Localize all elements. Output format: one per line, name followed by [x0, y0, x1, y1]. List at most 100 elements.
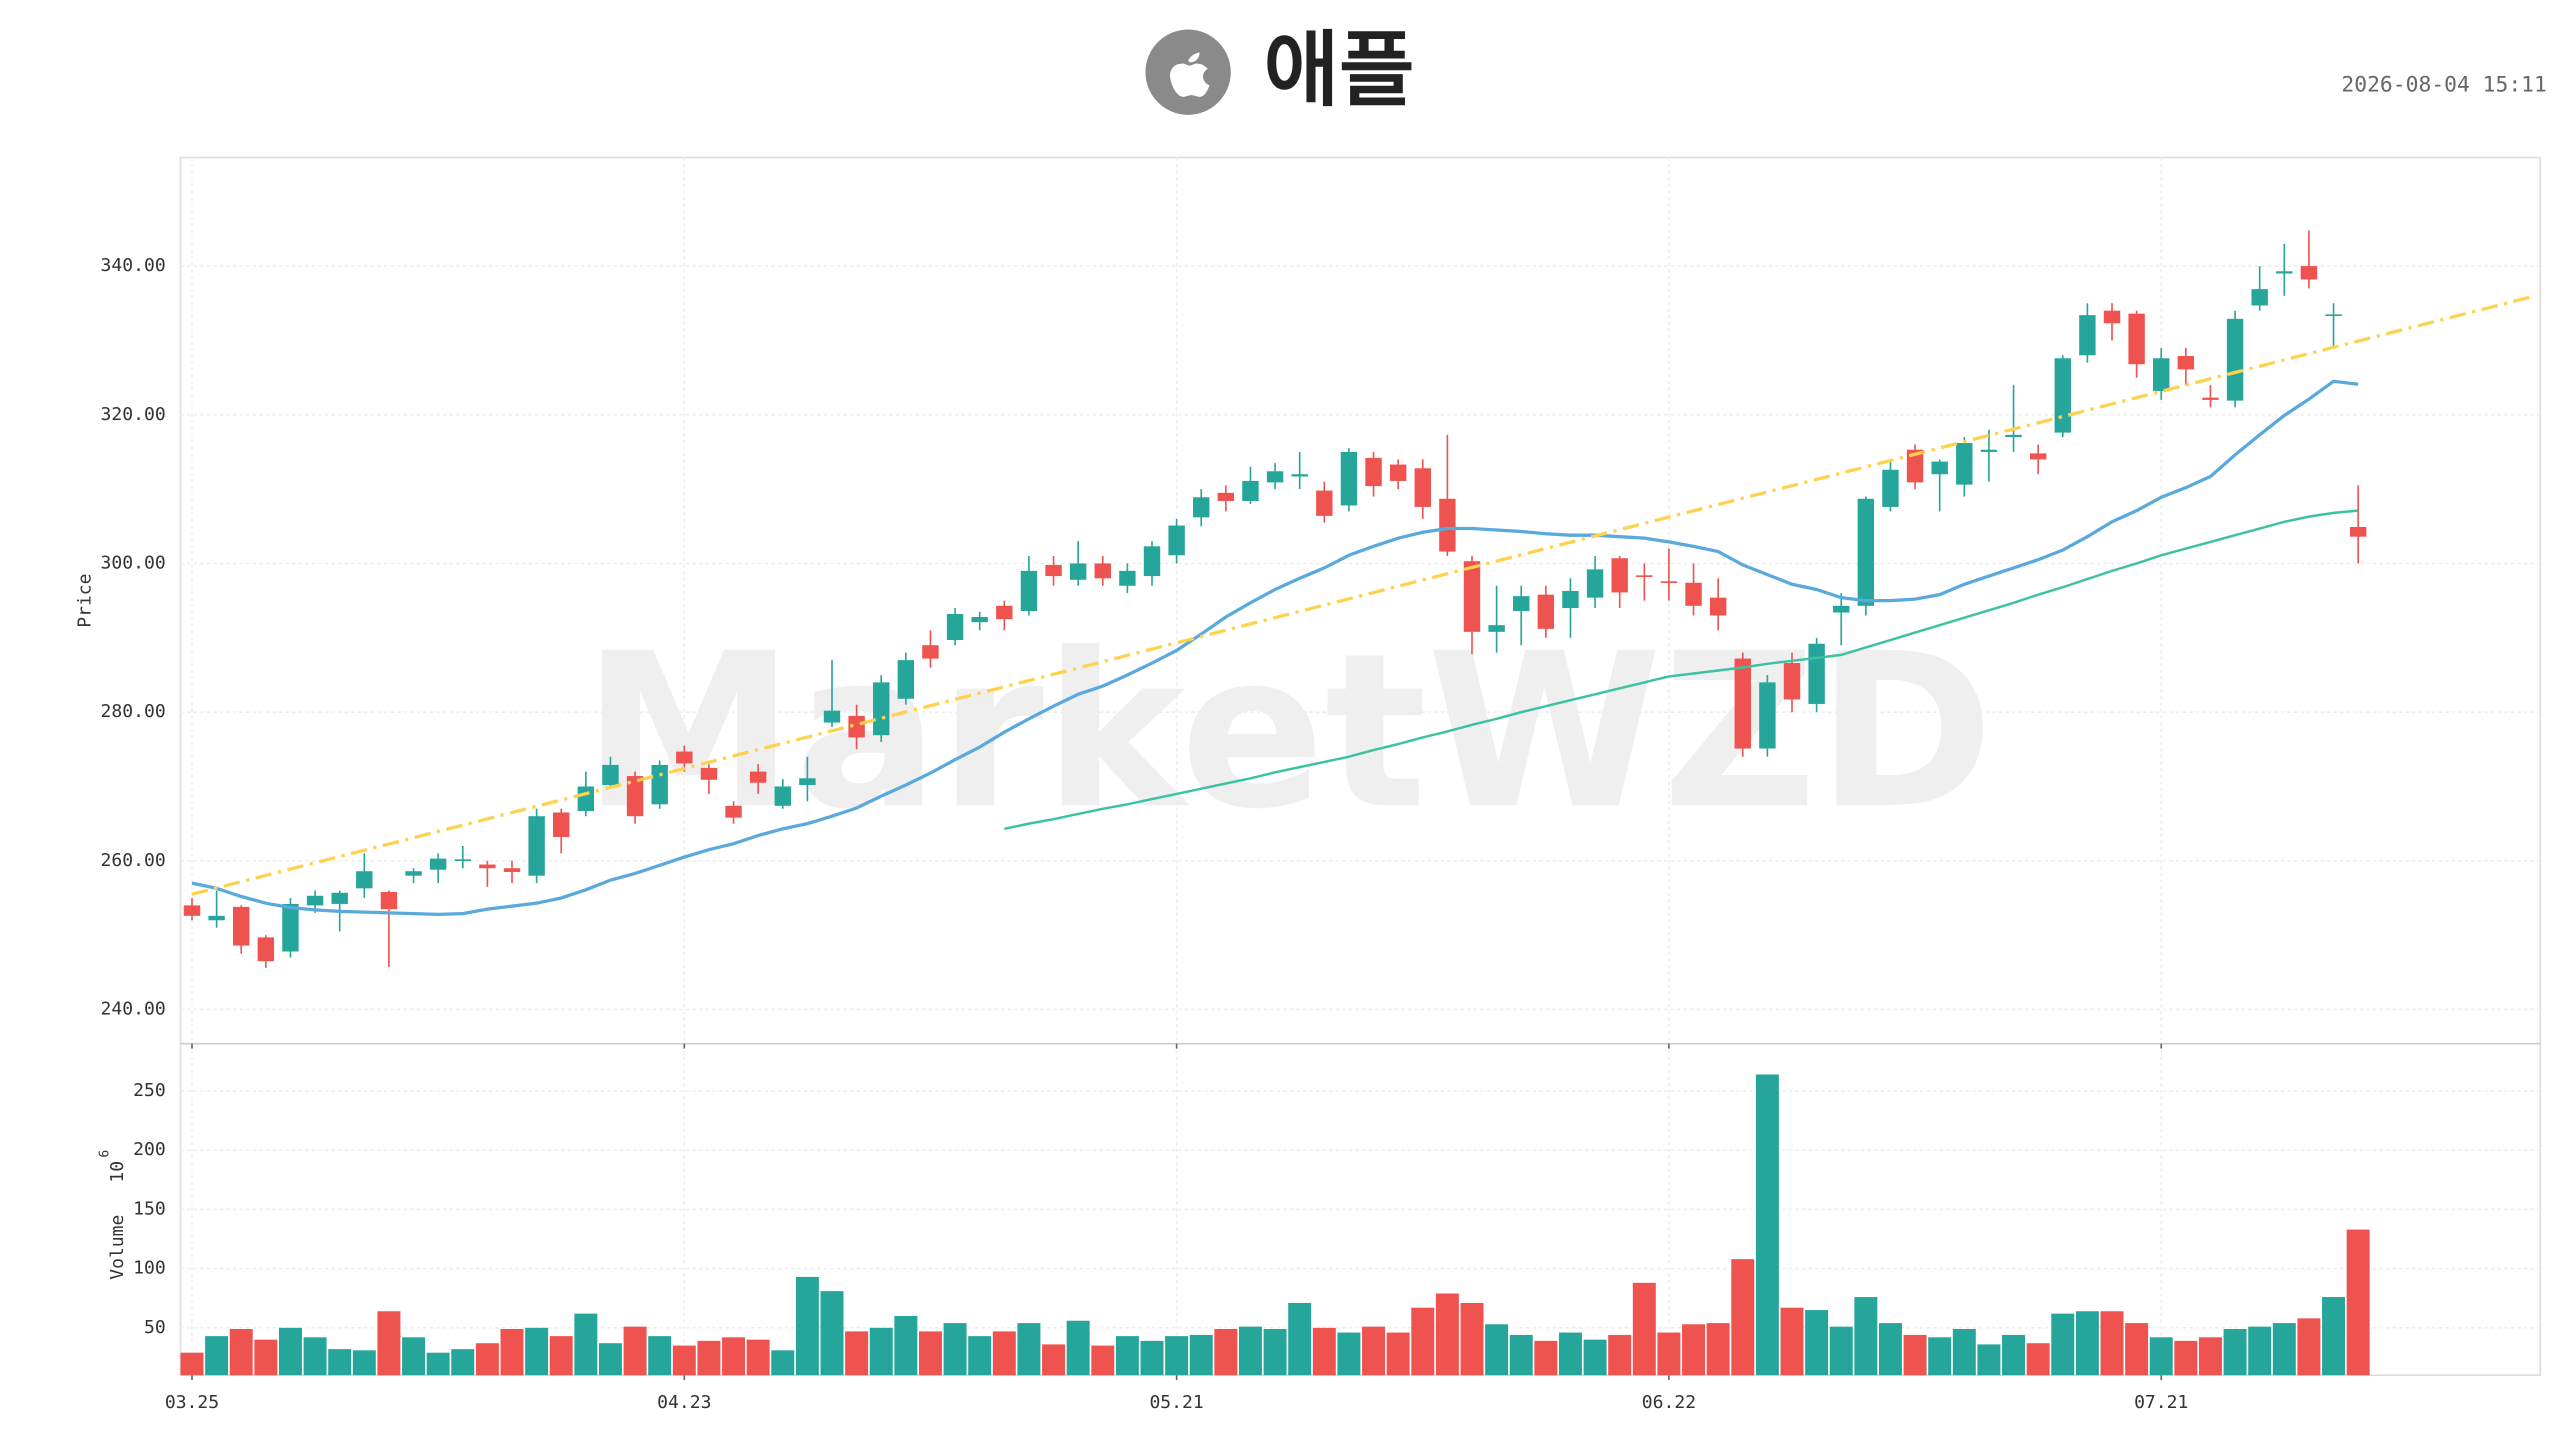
candle-body [1463, 561, 1481, 632]
volume-bar [1805, 1310, 1829, 1376]
volume-tick-label: 150 [133, 1198, 166, 1219]
volume-bar [869, 1327, 893, 1376]
volume-bar [1485, 1324, 1509, 1376]
volume-bar [2026, 1343, 2050, 1376]
volume-bar [918, 1331, 942, 1376]
volume-bar [623, 1326, 647, 1376]
volume-bar [254, 1339, 278, 1376]
volume-bar [525, 1327, 549, 1376]
volume-bar [1706, 1323, 1730, 1376]
volume-bar [2149, 1337, 2173, 1376]
volume-bar [672, 1345, 696, 1376]
volume-bar [402, 1337, 426, 1376]
volume-bar [1608, 1334, 1632, 1376]
candle-body [1488, 625, 1505, 632]
volume-bar [451, 1349, 475, 1376]
volume-bar [1435, 1293, 1459, 1376]
volume-bar [1312, 1327, 1336, 1376]
candle-body [1242, 480, 1259, 501]
candle-body [2202, 397, 2219, 400]
candle-body [823, 710, 841, 723]
moving-average-line [1004, 509, 2359, 831]
candle-body [1931, 461, 1948, 475]
candle-body [749, 771, 767, 783]
volume-bar [1928, 1337, 1952, 1376]
candle-body [380, 892, 398, 910]
volume-bar [426, 1352, 450, 1376]
volume-bar [771, 1350, 795, 1376]
volume-bar [1165, 1336, 1189, 1376]
candle-body [2177, 356, 2195, 370]
candle-body [1980, 449, 1998, 452]
candle-body [1636, 575, 1653, 577]
candle-body [2226, 318, 2244, 401]
candle-body [1217, 492, 1235, 501]
candle-body [1414, 468, 1431, 507]
candle-body [2054, 358, 2071, 433]
volume-bar [180, 1352, 204, 1376]
volume-bar [1214, 1329, 1238, 1376]
volume-bar [229, 1329, 253, 1376]
candle-body [848, 715, 865, 738]
volume-bar [1238, 1326, 1262, 1376]
candle-body [233, 906, 250, 946]
candle-body [306, 895, 324, 906]
candle-body [2005, 434, 2022, 438]
volume-bar [1878, 1323, 1902, 1376]
volume-bar [500, 1329, 524, 1376]
candle-body [1291, 474, 1308, 477]
volume-bar [1558, 1332, 1582, 1376]
volume-bar [746, 1339, 770, 1376]
y-tick-label: 320.00 [101, 404, 166, 425]
candle-body [676, 751, 693, 764]
volume-tick-label: 50 [144, 1317, 166, 1338]
volume-bar [943, 1323, 967, 1376]
volume-bar [1042, 1344, 1066, 1376]
candle-body [1906, 449, 1924, 483]
candle-body [577, 786, 595, 812]
x-tick-label: 06.22 [1642, 1392, 1696, 1413]
candle-body [1833, 605, 1850, 613]
volume-bar [1583, 1339, 1607, 1376]
volume-bar [648, 1336, 672, 1376]
volume-bar [1288, 1302, 1312, 1376]
candle-body [183, 905, 201, 916]
volume-bar [1411, 1307, 1435, 1376]
timestamp: 2026-08-04 15:11 [2341, 72, 2546, 97]
volume-bar [2322, 1297, 2346, 1376]
candle-body [799, 778, 816, 785]
volume-bar [2198, 1337, 2222, 1376]
y-tick-label: 260.00 [101, 850, 166, 871]
volume-bar [968, 1336, 992, 1376]
candle-body [528, 816, 545, 876]
volume-bar [2051, 1313, 2075, 1376]
candle-body [1857, 498, 1875, 606]
volume-bar [1657, 1332, 1681, 1376]
trend-line [191, 294, 2536, 896]
candle-body [1020, 570, 1038, 612]
candle-body [1069, 563, 1087, 580]
candle-body [946, 613, 964, 641]
volume-bar [303, 1337, 327, 1376]
volume-bar [845, 1331, 869, 1376]
candle-body [208, 915, 225, 921]
volume-bar [1362, 1326, 1386, 1376]
volume-bar [2002, 1334, 2026, 1376]
candle-body [2251, 289, 2268, 306]
y-axis-label: Price [74, 573, 95, 627]
candle-body [873, 682, 890, 736]
volume-bar [894, 1315, 918, 1376]
volume-tick-label: 250 [133, 1080, 166, 1101]
volume-bar [377, 1311, 401, 1376]
candle-body [282, 903, 299, 952]
x-tick-label: 04.23 [657, 1392, 711, 1413]
candle-body [1045, 564, 1062, 577]
candle-body [1660, 581, 1678, 583]
volume-bar [1977, 1344, 2001, 1376]
moving-average-line [191, 379, 2359, 916]
candle-body [2349, 527, 2367, 537]
volume-scale-exp: 6 [98, 1150, 113, 1158]
y-tick-label: 300.00 [101, 552, 166, 573]
candle-body [1266, 471, 1284, 483]
